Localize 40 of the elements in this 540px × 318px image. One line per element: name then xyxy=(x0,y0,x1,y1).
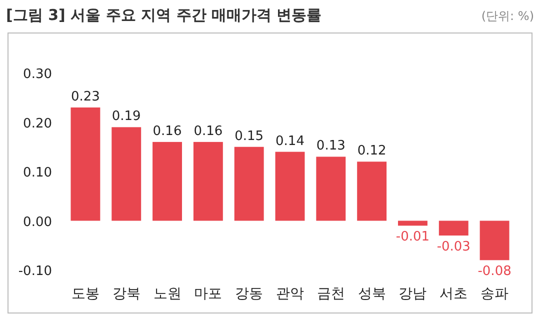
bar xyxy=(438,220,468,236)
x-tick-label: 도봉 xyxy=(71,286,100,302)
data-label: 0.15 xyxy=(234,128,264,144)
data-label: 0.16 xyxy=(152,124,182,139)
x-tick-label: 송파 xyxy=(480,286,509,302)
bar xyxy=(398,220,428,226)
x-tick-label: 금천 xyxy=(316,286,345,302)
data-label: 0.19 xyxy=(112,109,141,124)
x-tick-label: 노원 xyxy=(153,286,182,302)
x-tick-label: 서초 xyxy=(440,286,468,302)
y-tick-label: 0.00 xyxy=(23,214,52,230)
bar xyxy=(357,162,387,221)
x-tick-label: 강북 xyxy=(112,286,140,302)
y-tick-label: 0.20 xyxy=(23,116,52,132)
data-label: 0.13 xyxy=(316,138,346,154)
bar xyxy=(152,142,182,221)
x-tick-label: 강동 xyxy=(235,286,264,302)
data-label: -0.01 xyxy=(396,230,430,245)
chart-title: [그림 3] 서울 주요 지역 주간 매매가격 변동률 xyxy=(6,6,322,24)
bar xyxy=(316,156,346,221)
x-tick-label: 성북 xyxy=(358,286,386,302)
bar xyxy=(234,146,264,221)
y-tick-label: 0.10 xyxy=(23,166,52,180)
x-tick-label: 강남 xyxy=(398,286,427,302)
data-label: 0.14 xyxy=(276,134,304,149)
x-tick-label: 관악 xyxy=(276,286,304,302)
data-label: -0.08 xyxy=(478,264,512,280)
data-label: 0.16 xyxy=(194,124,223,139)
bar xyxy=(112,127,142,221)
y-tick-label: -0.10 xyxy=(18,264,52,279)
bar xyxy=(480,220,510,260)
x-tick-label: 마포 xyxy=(194,286,222,302)
y-tick-label: 0.30 xyxy=(23,67,52,82)
bar xyxy=(70,107,100,221)
text: (단위: %) xyxy=(481,9,534,23)
data-label: 0.12 xyxy=(357,144,386,159)
bar xyxy=(275,152,305,221)
bar xyxy=(193,142,223,221)
data-label: 0.23 xyxy=(70,89,100,104)
data-label: -0.03 xyxy=(436,240,470,255)
